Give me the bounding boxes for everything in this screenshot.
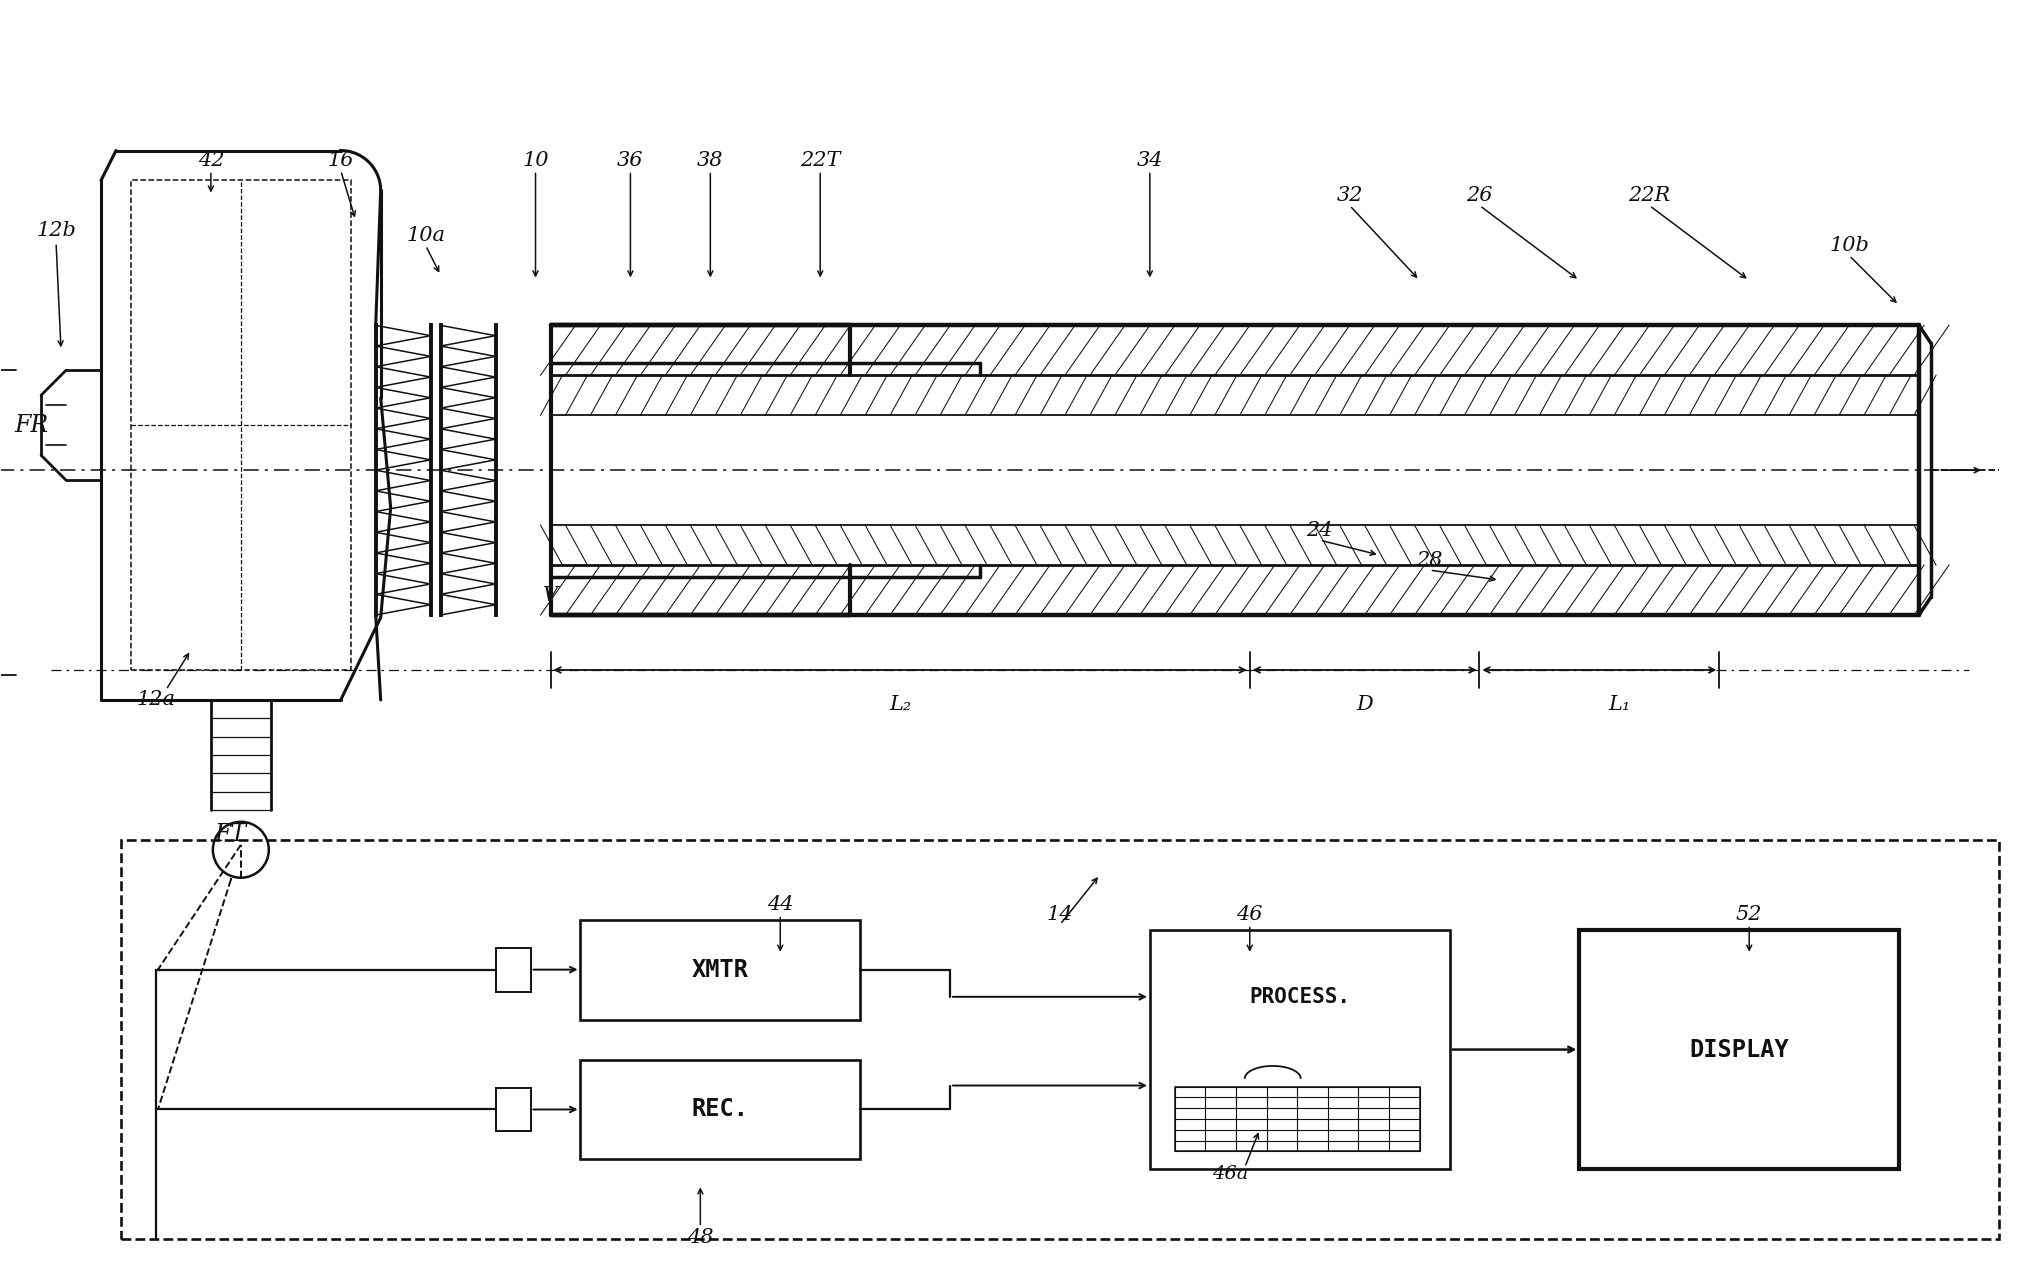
Text: 28: 28 xyxy=(1416,550,1443,570)
Text: 10b: 10b xyxy=(1829,236,1867,255)
Text: 52: 52 xyxy=(1735,905,1762,924)
Text: FR: FR xyxy=(14,413,49,436)
Bar xyxy=(581,1060,860,1160)
Text: DISPLAY: DISPLAY xyxy=(1689,1038,1788,1061)
Text: 42: 42 xyxy=(197,151,224,170)
Text: 48: 48 xyxy=(687,1228,713,1247)
Bar xyxy=(581,920,860,1020)
Bar xyxy=(122,840,1997,1239)
Text: 46: 46 xyxy=(1235,905,1262,924)
Text: L₂: L₂ xyxy=(888,695,910,714)
Text: D: D xyxy=(1355,695,1372,714)
Bar xyxy=(496,947,530,992)
Text: L₁: L₁ xyxy=(1607,695,1630,714)
Text: 10a: 10a xyxy=(406,227,445,244)
Text: V: V xyxy=(543,585,559,604)
Text: 12b: 12b xyxy=(37,221,75,239)
Text: 34: 34 xyxy=(1136,151,1162,170)
Text: 16: 16 xyxy=(327,151,354,170)
Text: 46a: 46a xyxy=(1211,1165,1248,1184)
Text: 24: 24 xyxy=(1307,521,1333,540)
Text: 14: 14 xyxy=(1046,905,1073,924)
Text: REC.: REC. xyxy=(691,1097,748,1121)
Text: 12a: 12a xyxy=(136,690,175,709)
Bar xyxy=(1174,1087,1418,1152)
Text: 36: 36 xyxy=(618,151,644,170)
Text: 38: 38 xyxy=(697,151,723,170)
Bar xyxy=(1150,929,1449,1170)
Bar xyxy=(1579,929,1898,1170)
Text: 44: 44 xyxy=(766,895,792,914)
Text: 26: 26 xyxy=(1465,186,1491,205)
Text: FT: FT xyxy=(215,823,246,846)
Text: PROCESS.: PROCESS. xyxy=(1248,987,1349,1007)
Text: 32: 32 xyxy=(1335,186,1361,205)
Bar xyxy=(130,180,352,669)
Text: 10: 10 xyxy=(522,151,549,170)
Text: XMTR: XMTR xyxy=(691,957,748,982)
Text: 22R: 22R xyxy=(1628,186,1670,205)
Text: 22T: 22T xyxy=(801,151,839,170)
Bar xyxy=(496,1088,530,1132)
